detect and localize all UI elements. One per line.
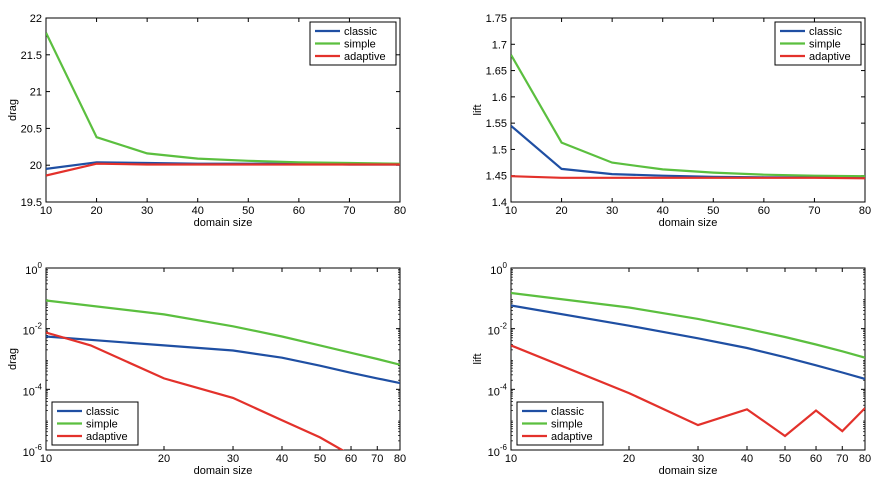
plot-area-frame xyxy=(510,17,866,203)
x-tick-label: 70 xyxy=(371,453,383,465)
legend-label-classic: classic xyxy=(344,26,378,38)
x-tick-label: 30 xyxy=(692,453,704,465)
legend-label-simple: simple xyxy=(86,419,118,431)
y-tick-label: 1.55 xyxy=(486,118,507,130)
y-tick-label: 100 xyxy=(490,261,507,277)
x-tick-label: 10 xyxy=(40,453,52,465)
x-tick-label: 20 xyxy=(90,205,102,217)
x-tick-label: 60 xyxy=(345,453,357,465)
x-axis-label: domain size xyxy=(659,465,718,477)
chart-panel-4: 10 20 30 40 50 60 70 80 10-6 10-4 10-2 100 domain si… xyxy=(472,261,871,477)
x-tick-label: 80 xyxy=(394,205,406,217)
x-tick-label: 70 xyxy=(343,205,355,217)
chart-panel-3: 10 20 30 40 50 60 70 80 10-6 10-4 10-2 100 domain si… xyxy=(7,261,406,477)
legend-label-adaptive: adaptive xyxy=(551,431,593,443)
series-line-adaptive xyxy=(46,331,345,450)
x-tick-label: 10 xyxy=(505,453,517,465)
legend-label-simple: simple xyxy=(551,419,583,431)
series-line-simple xyxy=(511,291,865,359)
y-tick-label: 1.7 xyxy=(492,39,507,51)
x-tick-label: 80 xyxy=(859,453,871,465)
series-line-simple xyxy=(46,299,400,366)
y-tick-label: 20.5 xyxy=(21,123,42,135)
y-tick-label: 1.4 xyxy=(492,197,507,209)
x-tick-label: 50 xyxy=(314,453,326,465)
y-tick-label: 10-2 xyxy=(23,322,43,338)
y-tick-label: 10-6 xyxy=(23,443,43,459)
series-line-adaptive xyxy=(46,162,400,177)
x-tick-label: 50 xyxy=(707,205,719,217)
x-tick-label: 30 xyxy=(606,205,618,217)
y-tick-label: 1.65 xyxy=(486,66,507,78)
x-tick-label: 60 xyxy=(810,453,822,465)
y-tick-label: 10-2 xyxy=(488,322,508,338)
y-axis-label: drag xyxy=(7,99,19,121)
y-axis-label: lift xyxy=(472,105,484,116)
y-tick-label: 1.6 xyxy=(492,92,507,104)
chart-panel-1: 10 20 30 40 50 60 70 80 19.5 20 20.5 21 21.5 22 domain… xyxy=(7,13,406,229)
y-axis-label: drag xyxy=(7,348,19,370)
legend-label-simple: simple xyxy=(344,39,376,51)
x-tick-label: 60 xyxy=(758,205,770,217)
y-tick-label: 20 xyxy=(30,160,42,172)
x-tick-label: 20 xyxy=(623,453,635,465)
x-axis-label: domain size xyxy=(194,465,253,477)
legend-label-adaptive: adaptive xyxy=(86,431,128,443)
legend-label-simple: simple xyxy=(809,39,841,51)
x-tick-label: 30 xyxy=(141,205,153,217)
x-tick-label: 80 xyxy=(859,205,871,217)
y-tick-label: 1.45 xyxy=(486,171,507,183)
series-line-simple xyxy=(511,54,865,178)
y-tick-label: 10-6 xyxy=(488,443,508,459)
x-tick-label: 20 xyxy=(158,453,170,465)
y-tick-label: 10-4 xyxy=(488,382,508,398)
x-tick-label: 50 xyxy=(779,453,791,465)
chart-panel-2: 10 20 30 40 50 60 70 80 1.4 1.45 1.5 1.55 1.6 1.65 1.7… xyxy=(472,13,871,229)
y-tick-label: 1.5 xyxy=(492,144,507,156)
legend-label-classic: classic xyxy=(551,406,585,418)
y-tick-label: 10-4 xyxy=(23,382,43,398)
series-line-adaptive xyxy=(511,175,865,180)
legend-label-classic: classic xyxy=(809,26,843,38)
x-tick-label: 10 xyxy=(40,205,52,217)
x-tick-label: 30 xyxy=(227,453,239,465)
y-tick-label: 100 xyxy=(25,261,42,277)
y-tick-label: 1.75 xyxy=(486,13,507,25)
x-axis-label: domain size xyxy=(194,217,253,229)
series-line-classic xyxy=(46,335,400,385)
x-tick-label: 80 xyxy=(394,453,406,465)
series-line-simple xyxy=(46,32,400,165)
x-tick-label: 10 xyxy=(505,205,517,217)
plot-area-frame xyxy=(510,267,866,451)
x-tick-label: 70 xyxy=(836,453,848,465)
legend-label-classic: classic xyxy=(86,406,120,418)
legend-label-adaptive: adaptive xyxy=(344,51,386,63)
y-tick-label: 21.5 xyxy=(21,50,42,62)
series-line-classic xyxy=(511,304,865,380)
x-tick-label: 60 xyxy=(293,205,305,217)
y-axis-label: lift xyxy=(472,354,484,365)
y-tick-label: 22 xyxy=(30,13,42,25)
x-tick-label: 20 xyxy=(555,205,567,217)
legend-label-adaptive: adaptive xyxy=(809,51,851,63)
x-tick-label: 40 xyxy=(657,205,669,217)
y-tick-label: 19.5 xyxy=(21,197,42,209)
x-tick-label: 40 xyxy=(276,453,288,465)
x-tick-label: 70 xyxy=(808,205,820,217)
series-line-adaptive xyxy=(511,344,865,438)
x-tick-label: 50 xyxy=(242,205,254,217)
x-tick-label: 40 xyxy=(741,453,753,465)
plot-area-frame xyxy=(45,17,401,203)
x-axis-label: domain size xyxy=(659,217,718,229)
plot-area-frame xyxy=(45,267,401,451)
y-tick-label: 21 xyxy=(30,87,42,99)
x-tick-label: 40 xyxy=(192,205,204,217)
